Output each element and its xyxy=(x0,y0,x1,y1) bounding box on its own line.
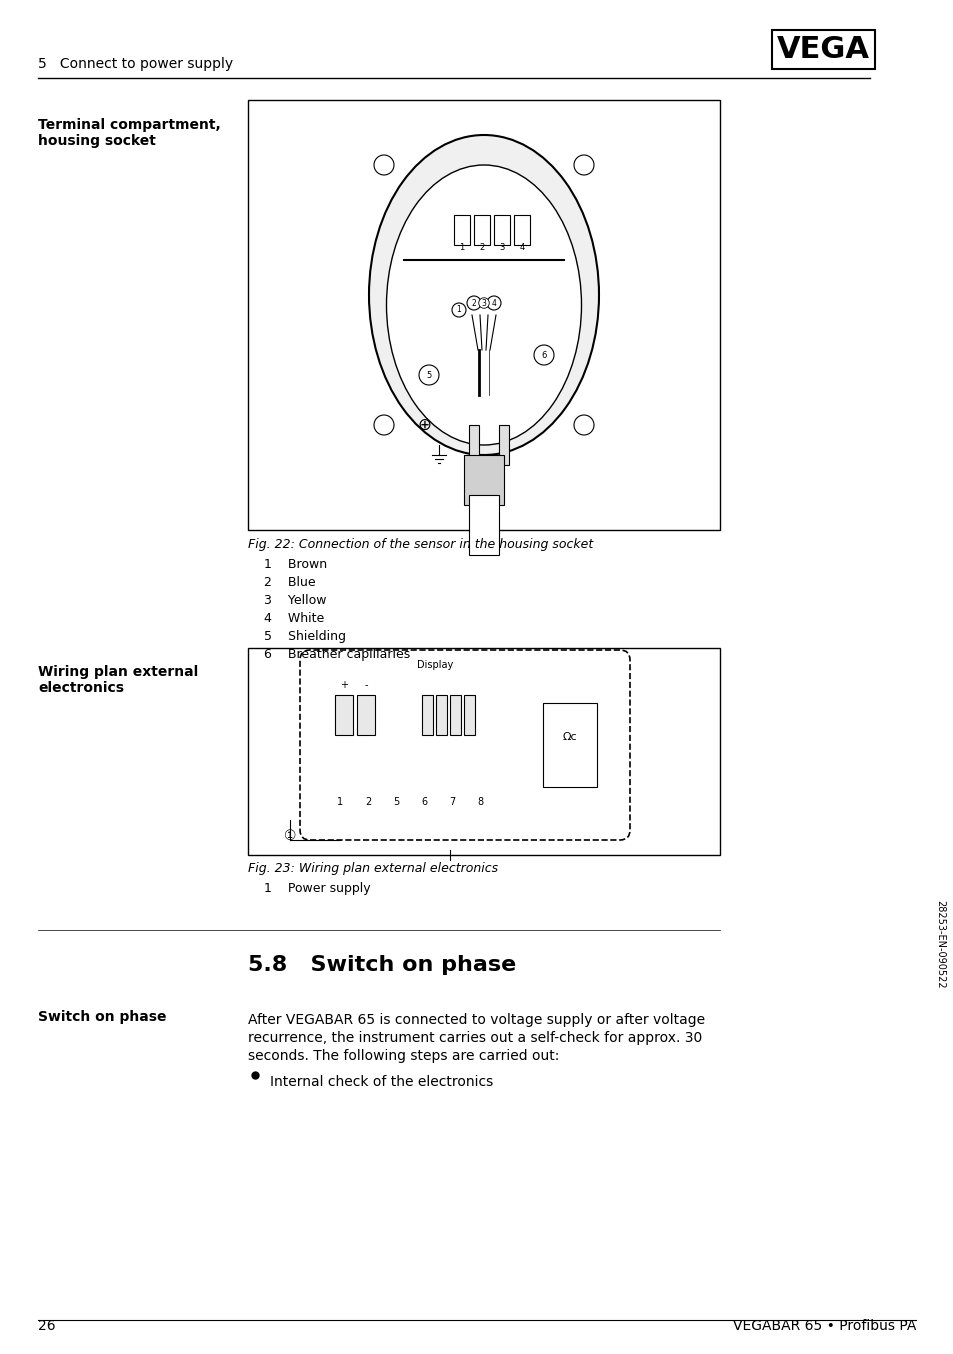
Circle shape xyxy=(574,154,594,175)
Bar xyxy=(498,425,509,464)
Circle shape xyxy=(574,414,594,435)
Text: 1: 1 xyxy=(459,242,464,252)
Text: 7: 7 xyxy=(449,798,455,807)
Bar xyxy=(356,695,375,735)
Text: -: - xyxy=(364,680,367,691)
Bar xyxy=(421,695,433,735)
Text: 5.8   Switch on phase: 5.8 Switch on phase xyxy=(248,955,516,975)
Text: 2: 2 xyxy=(478,242,484,252)
Circle shape xyxy=(467,297,480,310)
Text: 2    Blue: 2 Blue xyxy=(264,575,315,589)
FancyBboxPatch shape xyxy=(542,703,597,787)
Ellipse shape xyxy=(369,135,598,455)
Text: 1: 1 xyxy=(456,306,461,314)
Bar xyxy=(335,695,353,735)
Bar xyxy=(514,215,530,245)
Text: 5   Connect to power supply: 5 Connect to power supply xyxy=(38,57,233,70)
Text: 1    Power supply: 1 Power supply xyxy=(264,881,370,895)
Bar xyxy=(469,425,478,464)
Text: 4: 4 xyxy=(518,242,524,252)
FancyBboxPatch shape xyxy=(248,100,720,529)
Text: 28253-EN-090522: 28253-EN-090522 xyxy=(934,900,944,988)
Text: 4: 4 xyxy=(491,298,496,307)
Circle shape xyxy=(486,297,500,310)
Text: 5: 5 xyxy=(426,371,431,379)
Text: 3    Yellow: 3 Yellow xyxy=(264,594,326,607)
Text: After VEGABAR 65 is connected to voltage supply or after voltage: After VEGABAR 65 is connected to voltage… xyxy=(248,1013,704,1026)
Text: 4    White: 4 White xyxy=(264,612,324,626)
Bar xyxy=(474,215,490,245)
Text: 5: 5 xyxy=(393,798,398,807)
Text: 2: 2 xyxy=(471,298,476,307)
Text: 1    Brown: 1 Brown xyxy=(264,558,327,571)
Text: +: + xyxy=(339,680,348,691)
Bar xyxy=(436,695,447,735)
Text: Ωc: Ωc xyxy=(562,733,577,742)
Text: 3: 3 xyxy=(498,242,504,252)
Circle shape xyxy=(374,414,394,435)
Ellipse shape xyxy=(386,165,581,445)
Text: 6    Breather capillaries: 6 Breather capillaries xyxy=(264,649,410,661)
Circle shape xyxy=(418,366,438,385)
FancyBboxPatch shape xyxy=(299,650,629,839)
Text: VEGA: VEGA xyxy=(776,35,869,64)
Text: ⊕: ⊕ xyxy=(416,416,431,435)
Bar xyxy=(454,215,470,245)
Text: 8: 8 xyxy=(476,798,482,807)
Bar xyxy=(463,455,503,505)
Text: Switch on phase: Switch on phase xyxy=(38,1010,167,1024)
Bar xyxy=(463,695,475,735)
Text: 1: 1 xyxy=(336,798,343,807)
Bar xyxy=(494,215,510,245)
Text: Fig. 22: Connection of the sensor in the housing socket: Fig. 22: Connection of the sensor in the… xyxy=(248,538,593,551)
Bar xyxy=(450,695,460,735)
Text: seconds. The following steps are carried out:: seconds. The following steps are carried… xyxy=(248,1049,558,1063)
Text: 2: 2 xyxy=(364,798,371,807)
Text: Wiring plan external
electronics: Wiring plan external electronics xyxy=(38,665,198,695)
Bar xyxy=(469,496,498,555)
Text: Display: Display xyxy=(416,659,453,670)
Circle shape xyxy=(452,303,465,317)
Text: VEGABAR 65 • Profibus PA: VEGABAR 65 • Profibus PA xyxy=(732,1319,915,1332)
Text: 6: 6 xyxy=(420,798,427,807)
Text: 6: 6 xyxy=(540,351,546,360)
Text: Fig. 23: Wiring plan external electronics: Fig. 23: Wiring plan external electronic… xyxy=(248,862,497,875)
Circle shape xyxy=(534,345,554,366)
Text: 3: 3 xyxy=(481,298,486,307)
Text: 26: 26 xyxy=(38,1319,55,1332)
Text: Terminal compartment,
housing socket: Terminal compartment, housing socket xyxy=(38,118,220,148)
FancyBboxPatch shape xyxy=(248,649,720,854)
Text: ①: ① xyxy=(283,829,296,844)
Text: Internal check of the electronics: Internal check of the electronics xyxy=(270,1075,493,1089)
Text: recurrence, the instrument carries out a self-check for approx. 30: recurrence, the instrument carries out a… xyxy=(248,1030,701,1045)
Text: 5    Shielding: 5 Shielding xyxy=(264,630,346,643)
Circle shape xyxy=(374,154,394,175)
